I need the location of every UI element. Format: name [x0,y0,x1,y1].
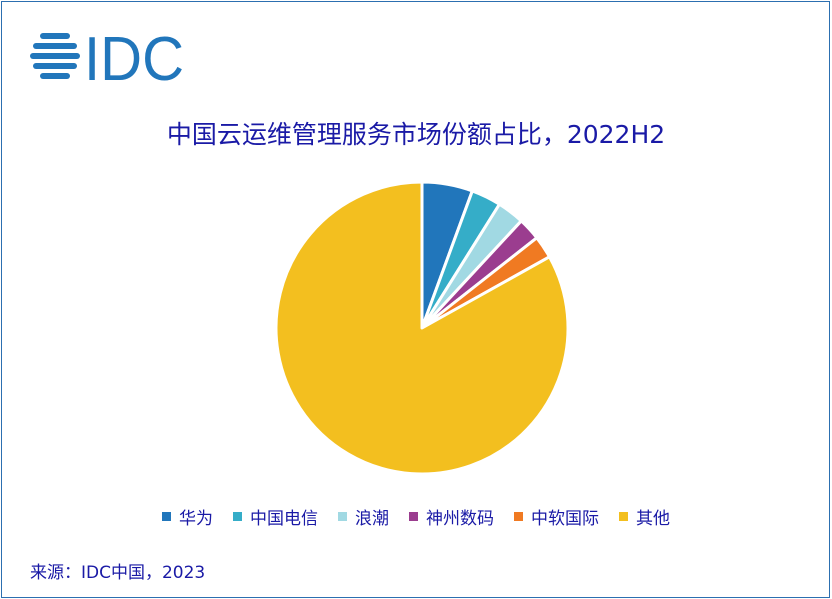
legend-item: 华为 [162,504,213,529]
source-note: 来源：IDC中国，2023 [30,563,206,583]
legend-item: 中国电信 [233,504,318,529]
legend-label: 其他 [636,509,670,529]
svg-text:IDC: IDC [84,30,184,85]
legend-swatch [233,512,242,521]
legend: 华为 中国电信 浪潮 神州数码 中软国际 其他 [0,504,832,529]
legend-label: 中软国际 [531,509,599,529]
legend-label: 华为 [179,509,213,529]
chart-title: 中国云运维管理服务市场份额占比，2022H2 [166,120,666,149]
legend-label: 中国电信 [250,509,318,529]
legend-item: 浪潮 [338,504,389,529]
legend-swatch [619,512,628,521]
legend-item: 神州数码 [409,504,494,529]
pie-slice-5 [274,180,570,476]
idc-logo: IDC [30,30,184,85]
legend-swatch [409,512,418,521]
legend-swatch [162,512,171,521]
legend-item: 其他 [619,504,670,529]
legend-label: 神州数码 [426,509,494,529]
legend-swatch [514,512,523,521]
legend-item: 中软国际 [514,504,599,529]
legend-label: 浪潮 [355,509,389,529]
legend-swatch [338,512,347,521]
